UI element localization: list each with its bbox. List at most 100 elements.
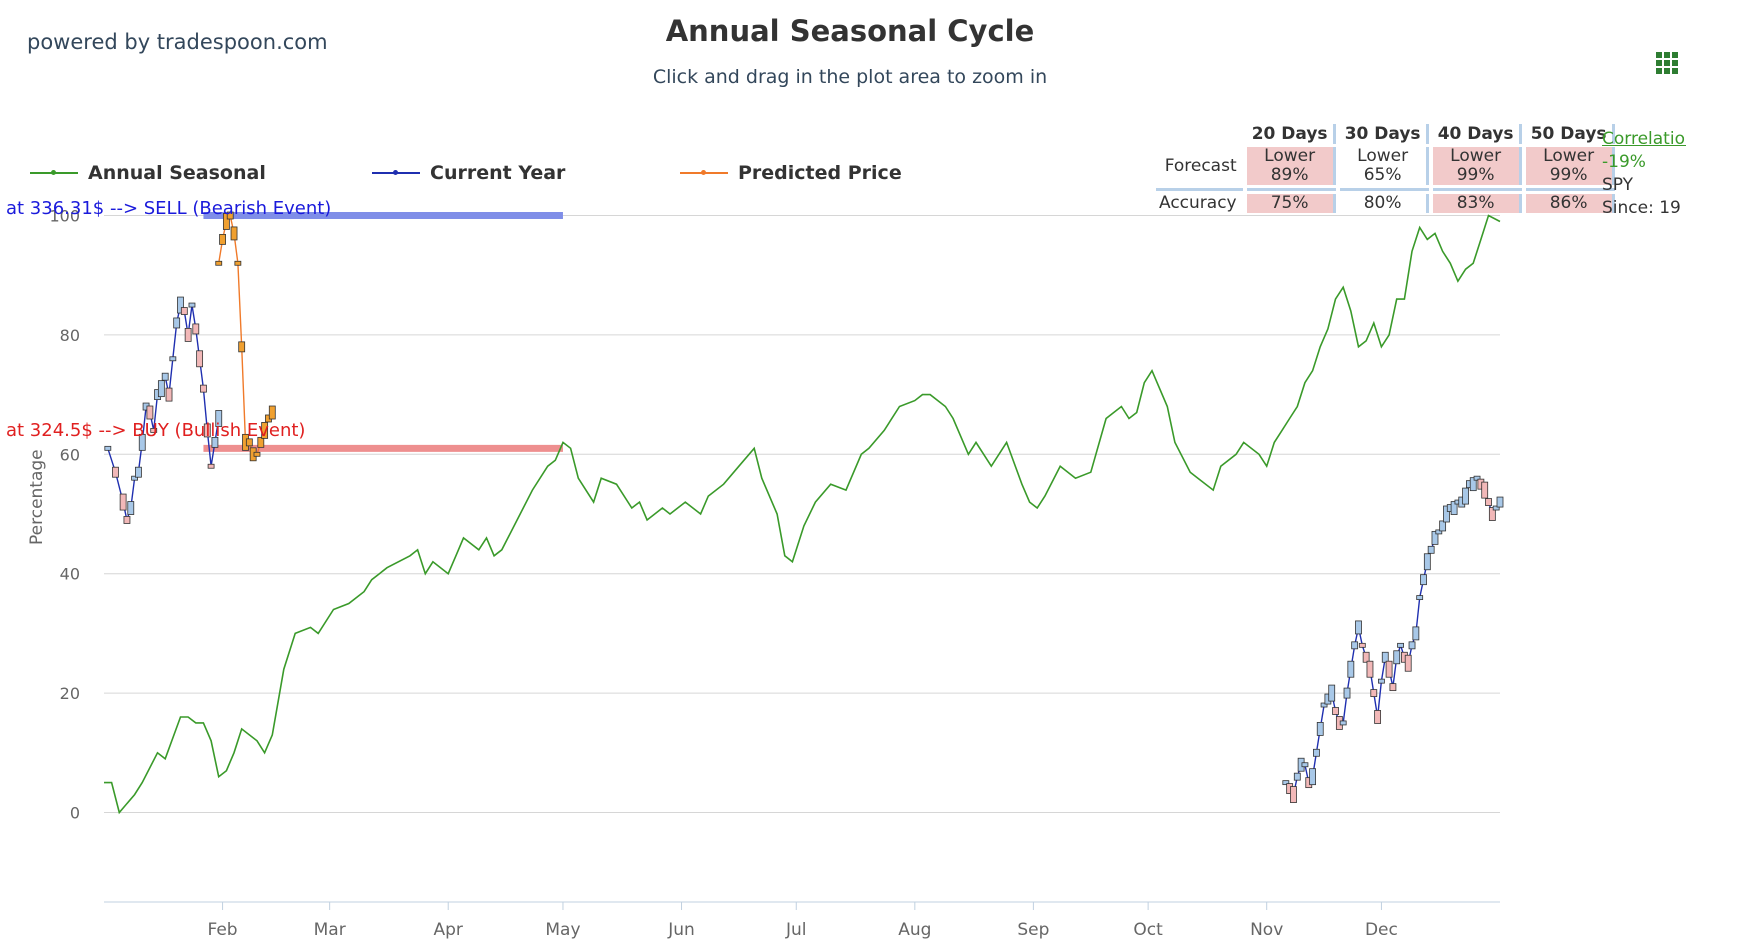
candle-mark <box>169 356 177 362</box>
y-tick-label: 100 <box>49 207 80 226</box>
menu-dot <box>1664 68 1670 74</box>
candle-mark <box>1450 501 1458 515</box>
candle-mark <box>211 436 219 448</box>
candle-mark <box>1496 496 1504 508</box>
candle-mark <box>230 226 238 241</box>
forecast-row-label: Forecast <box>1164 155 1237 176</box>
candle-mark <box>245 438 253 447</box>
accuracy-cell-50: 86% <box>1525 194 1615 213</box>
menu-dot <box>1672 60 1678 66</box>
header-30-days: 30 Days <box>1340 124 1429 144</box>
candle-mark <box>257 436 265 448</box>
legend-current-year[interactable]: Current Year <box>372 162 565 184</box>
candle-mark <box>173 317 181 329</box>
candle-mark <box>1443 505 1450 523</box>
buy-event-label: at 324.5$ --> BUY (Bullish Event) <box>6 420 306 441</box>
candle-mark <box>1462 487 1469 505</box>
candle-mark <box>1404 654 1412 672</box>
candle-mark <box>219 233 226 245</box>
candle-mark <box>1492 505 1500 511</box>
header-40-days: 40 Days <box>1433 124 1522 144</box>
candle-mark <box>196 350 204 368</box>
candle-mark <box>222 213 230 230</box>
series-lines <box>104 211 1504 815</box>
candle-mark <box>1412 626 1420 641</box>
candle-mark <box>1488 507 1496 521</box>
candle-mark <box>253 451 261 457</box>
accuracy-cell-20: 75% <box>1246 194 1336 213</box>
y-axis-ticks: 0 20 40 60 80 100 <box>49 207 80 823</box>
menu-dot <box>1672 52 1678 58</box>
candle-mark <box>1423 553 1431 571</box>
candle-mark <box>1358 642 1366 648</box>
correlation-ticker: SPY <box>1602 175 1634 195</box>
candle-mark <box>1343 687 1351 699</box>
series-line <box>104 214 1501 815</box>
candle-mark <box>207 463 215 469</box>
candle-mark <box>1378 678 1385 684</box>
candle-mark <box>1397 642 1404 648</box>
x-tick-label: Jun <box>667 920 695 940</box>
candle-mark <box>1481 481 1489 499</box>
candle-mark <box>1416 595 1424 600</box>
y-axis-label: Percentage <box>27 449 47 545</box>
candle-mark <box>188 302 196 308</box>
legend-predicted-price[interactable]: Predicted Price <box>680 162 902 184</box>
accuracy-cell-30: 80% <box>1340 194 1429 213</box>
chart-subtitle: Click and drag in the plot area to zoom … <box>652 66 1048 88</box>
candle-mark <box>215 260 223 266</box>
forecast-cell-30: Lower 65% <box>1340 147 1429 185</box>
legend-label: Predicted Price <box>738 162 902 184</box>
candle-mark <box>1328 684 1336 702</box>
chart-title: Annual Seasonal Cycle <box>665 14 1035 48</box>
candle-mark <box>1439 520 1447 532</box>
hamburger-grid-icon[interactable] <box>1656 52 1682 78</box>
menu-dot <box>1664 60 1670 66</box>
x-tick-label: Aug <box>898 920 931 940</box>
candle-mark <box>1370 689 1378 697</box>
correlation-panel: Correlation -19% SPY Since: 19 <box>1602 128 1686 220</box>
x-tick-label: Feb <box>208 920 238 940</box>
candle-mark <box>1339 720 1347 726</box>
x-tick-label: May <box>545 920 580 940</box>
legend-annual-seasonal[interactable]: Annual Seasonal <box>30 162 266 184</box>
candle-mark <box>1320 702 1328 708</box>
event-bands <box>203 212 563 452</box>
correlation-since: Since: 19 <box>1602 198 1681 218</box>
candle-mark <box>1362 651 1370 663</box>
accuracy-row-label: Accuracy <box>1159 193 1237 213</box>
candle-mark <box>104 445 112 451</box>
candle-mark <box>234 260 242 266</box>
candle-mark <box>180 307 188 315</box>
accuracy-cell-40: 83% <box>1432 194 1522 213</box>
candle-mark <box>135 466 142 478</box>
forecast-cell-50: Lower 99% <box>1525 147 1615 185</box>
x-tick-label: Apr <box>434 920 463 940</box>
candle-mark <box>268 405 276 420</box>
correlation-value: -19% <box>1602 152 1646 172</box>
candle-mark <box>1301 762 1309 768</box>
legend-line-icon <box>372 166 420 180</box>
candle-mark <box>1290 786 1297 803</box>
candle-mark <box>119 493 127 511</box>
candle-mark <box>1293 772 1301 781</box>
correlation-link[interactable]: Correlation <box>1602 129 1686 149</box>
candle-mark <box>1389 683 1397 692</box>
candle-mark <box>200 384 207 393</box>
candle-mark <box>1485 498 1492 506</box>
x-tick-label: Oct <box>1133 920 1163 940</box>
series-line <box>107 303 220 523</box>
candle-mark <box>1313 748 1320 757</box>
legend-label: Current Year <box>430 162 566 184</box>
candle-mark <box>1347 660 1355 678</box>
candle-mark <box>165 387 173 402</box>
candle-mark <box>226 211 234 220</box>
candle-mark <box>1427 545 1435 554</box>
sell-event-label: at 336.31$ --> SELL (Bearish Event) <box>6 198 332 219</box>
menu-dot <box>1656 52 1662 58</box>
forecast-cell-40: Lower 99% <box>1432 147 1522 185</box>
candle-mark <box>261 422 269 439</box>
brand-text: powered by tradespoon.com <box>27 30 328 54</box>
menu-dot <box>1656 68 1662 74</box>
